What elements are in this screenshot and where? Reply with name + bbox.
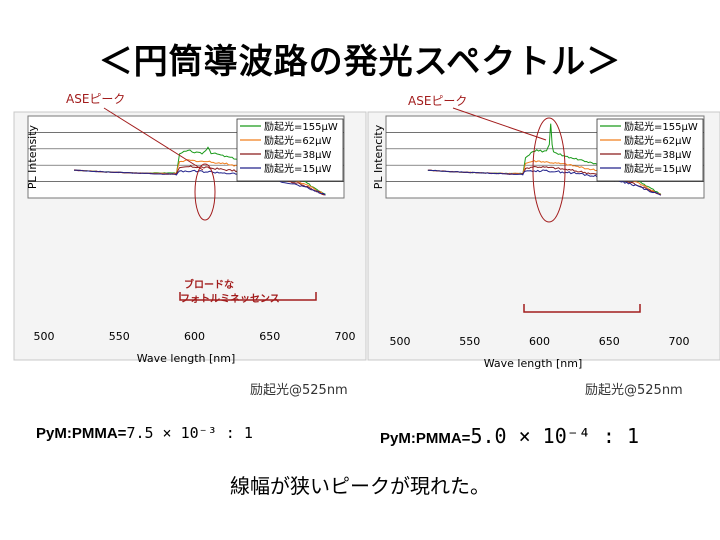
x-tick-label: 700: [669, 335, 690, 348]
x-tick-label: 650: [259, 330, 280, 343]
ratio-left: PyM:PMMA=7.5 × 10⁻³ : 1: [36, 424, 253, 442]
x-axis-label: Wave length [nm]: [484, 357, 583, 370]
x-tick-label: 650: [599, 335, 620, 348]
ratio-right-value: 5.0 × 10⁻⁴ : 1: [470, 424, 640, 448]
x-tick-label: 550: [459, 335, 480, 348]
broad-pl-bracket: [179, 292, 317, 301]
legend-entry: 励起光=155μW: [264, 120, 338, 133]
conclusion-text: 線幅が狭いピークが現れた。: [230, 474, 490, 498]
series-line-4: [74, 169, 326, 196]
legend-box: [596, 118, 704, 182]
ratio-right-label: PyM:PMMA=: [380, 430, 471, 447]
broad-pl-bracket: [523, 304, 641, 313]
y-axis-label: PL Intencity: [372, 124, 385, 189]
ase-peak-circle: [194, 163, 216, 221]
legend-entry: 励起光=38μW: [624, 148, 691, 161]
broad-pl-label-1: ブロードな: [184, 278, 234, 291]
ase-peak-pointer: [452, 107, 547, 141]
legend-entry: 励起光=38μW: [264, 148, 331, 161]
series-line-4: [427, 169, 662, 196]
ase-peak-circle: [532, 117, 566, 223]
slide-title: ＜円筒導波路の発光スペクトル＞: [98, 42, 622, 82]
excitation-label: 励起光@525nm: [250, 383, 348, 398]
legend-entry: 励起光=15μW: [624, 162, 691, 175]
excitation-label: 励起光@525nm: [585, 383, 683, 398]
legend-entry: 励起光=15μW: [264, 162, 331, 175]
legend-entry: 励起光=155μW: [624, 120, 698, 133]
legend-entry: 励起光=62μW: [264, 134, 331, 147]
x-tick-label: 700: [335, 330, 356, 343]
ase-peak-label: ASEピーク: [408, 94, 467, 108]
legend-box: [236, 118, 344, 182]
x-tick-label: 550: [109, 330, 130, 343]
ratio-right: PyM:PMMA=5.0 × 10⁻⁴ : 1: [380, 424, 639, 448]
x-tick-label: 500: [390, 335, 411, 348]
y-axis-label: PL Intensity: [26, 124, 39, 189]
ase-peak-label: ASEピーク: [66, 92, 125, 106]
x-tick-label: 600: [184, 330, 205, 343]
legend-entry: 励起光=62μW: [624, 134, 691, 147]
x-tick-label: 500: [34, 330, 55, 343]
ratio-left-value: 7.5 × 10⁻³ : 1: [126, 424, 253, 442]
broad-pl-label-2: フォトルミネッセンス: [180, 293, 280, 305]
ratio-left-label: PyM:PMMA=: [36, 425, 127, 442]
x-axis-label: Wave length [nm]: [137, 352, 236, 365]
ase-peak-pointer: [103, 107, 204, 171]
x-tick-label: 600: [529, 335, 550, 348]
